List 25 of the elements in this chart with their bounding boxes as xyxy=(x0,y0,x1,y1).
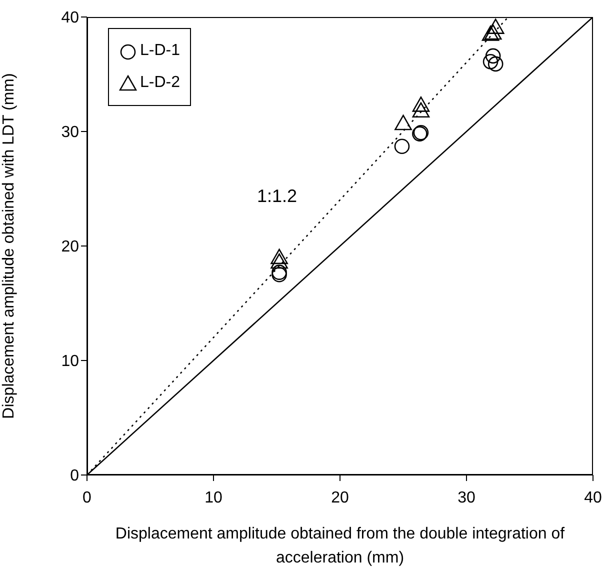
y-tick-label: 30 xyxy=(61,124,80,142)
legend-label: L-D-1 xyxy=(140,41,180,61)
x-axis-title: Displacement amplitude obtained from the double integration of acceleration (mm) xyxy=(115,525,566,566)
point xyxy=(486,18,504,34)
y-tick-label: 0 xyxy=(70,468,80,485)
point xyxy=(488,56,504,72)
x-tick-label: 20 xyxy=(331,489,349,506)
point xyxy=(482,54,498,70)
x-tick-label: 40 xyxy=(584,489,602,506)
point xyxy=(412,96,430,112)
y-tick-label: 20 xyxy=(61,238,80,256)
point xyxy=(412,102,430,118)
point xyxy=(394,114,412,130)
point xyxy=(485,48,501,64)
x-tick-label: 10 xyxy=(204,489,222,506)
y-tick-label: 40 xyxy=(61,10,80,27)
point xyxy=(270,253,288,269)
y-axis-title: Displacement amplitude obtained with LDT (mm) xyxy=(0,73,18,419)
y-tick-label: 10 xyxy=(61,353,80,370)
point xyxy=(394,138,410,154)
annotation: 1:1.2 xyxy=(256,186,298,206)
x-tick-label: 30 xyxy=(458,489,476,506)
x-tick-label: 0 xyxy=(82,489,92,506)
point xyxy=(270,248,288,264)
legend-label: L-D-2 xyxy=(140,73,180,93)
